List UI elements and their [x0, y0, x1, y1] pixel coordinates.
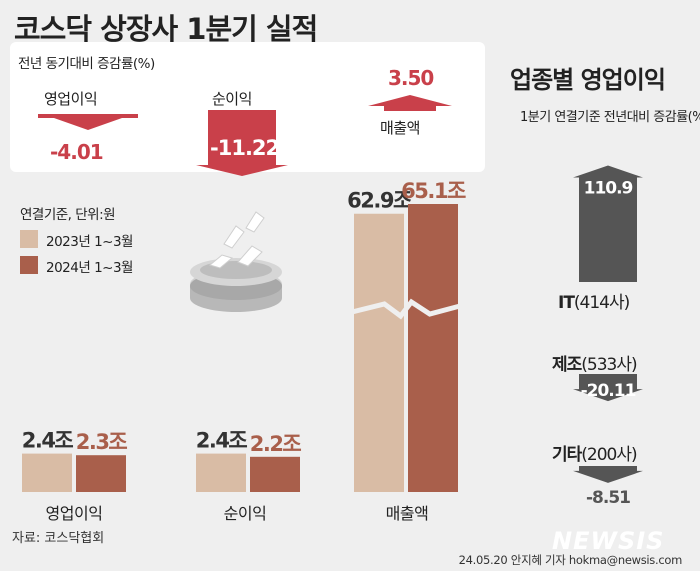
bar-value-label-2-1: 65.1조	[401, 179, 466, 203]
category-label-net-profit: 순이익	[223, 504, 267, 523]
axis-break-zigzag	[351, 298, 461, 320]
sector-value-manufacturing: -20.11	[581, 381, 636, 401]
bar-value-label-1-0: 2.4조	[196, 429, 248, 453]
sector-label-others: 기타(200사)	[552, 445, 638, 465]
credit-line: 24.05.20 안지혜 기자 hokma@newsis.com	[458, 553, 683, 567]
bar-2-0	[354, 213, 404, 492]
bar-1-0	[196, 453, 246, 492]
newsis-logo: NEWSIS	[552, 527, 665, 555]
bar-value-label-1-1: 2.2조	[250, 432, 302, 456]
bar-1-1	[250, 456, 300, 492]
sector-value-it: 110.9	[584, 179, 633, 199]
sector-subtitle: 1분기 연결기준 전년대비 증감률(%)	[520, 110, 700, 125]
yoy-label-operating-profit: 영업이익	[44, 90, 98, 108]
bar-value-label-0-0: 2.4조	[22, 429, 74, 453]
source-note: 자료: 코스닥협회	[12, 531, 105, 546]
bar-value-label-2-0: 62.9조	[347, 189, 412, 213]
yoy-value-net-profit: -11.22	[210, 136, 280, 160]
sales-up-arrow	[368, 95, 452, 111]
bar-2-1	[408, 204, 458, 492]
category-label-operating-profit: 영업이익	[45, 504, 103, 523]
legend-label-2023: 2023년 1~3월	[46, 234, 133, 250]
legend-swatch-2023	[20, 230, 38, 248]
sector-arrow-manufacturing	[573, 374, 643, 402]
yoy-value-operating-profit: -4.01	[50, 140, 104, 164]
bar-0-1	[76, 455, 126, 492]
sector-value-others: -8.51	[586, 488, 630, 508]
sector-label-manufacturing: 제조(533사)	[552, 355, 638, 375]
legend-label-2024: 2024년 1~3월	[46, 260, 133, 276]
bar-0-0	[22, 453, 72, 492]
legend-heading: 연결기준, 단위:원	[20, 207, 116, 223]
sector-label-it: IT(414사)	[558, 293, 630, 313]
sector-title: 업종별 영업이익	[510, 66, 666, 94]
yoy-heading: 전년 동기대비 증감률(%)	[18, 56, 155, 72]
operating-profit-down-arrow	[38, 114, 138, 130]
sector-arrow-it	[573, 165, 643, 282]
category-label-sales: 매출액	[385, 504, 429, 523]
yoy-label-sales: 매출액	[380, 119, 420, 137]
sector-arrow-others	[573, 466, 643, 483]
net-profit-down-arrow	[196, 110, 288, 176]
legend-swatch-2024	[20, 256, 38, 274]
bar-value-label-0-1: 2.3조	[76, 430, 128, 454]
page-title: 코스닥 상장사 1분기 실적	[14, 12, 318, 46]
yoy-label-net-profit: 순이익	[212, 90, 252, 108]
yoy-value-sales: 3.50	[388, 66, 434, 90]
